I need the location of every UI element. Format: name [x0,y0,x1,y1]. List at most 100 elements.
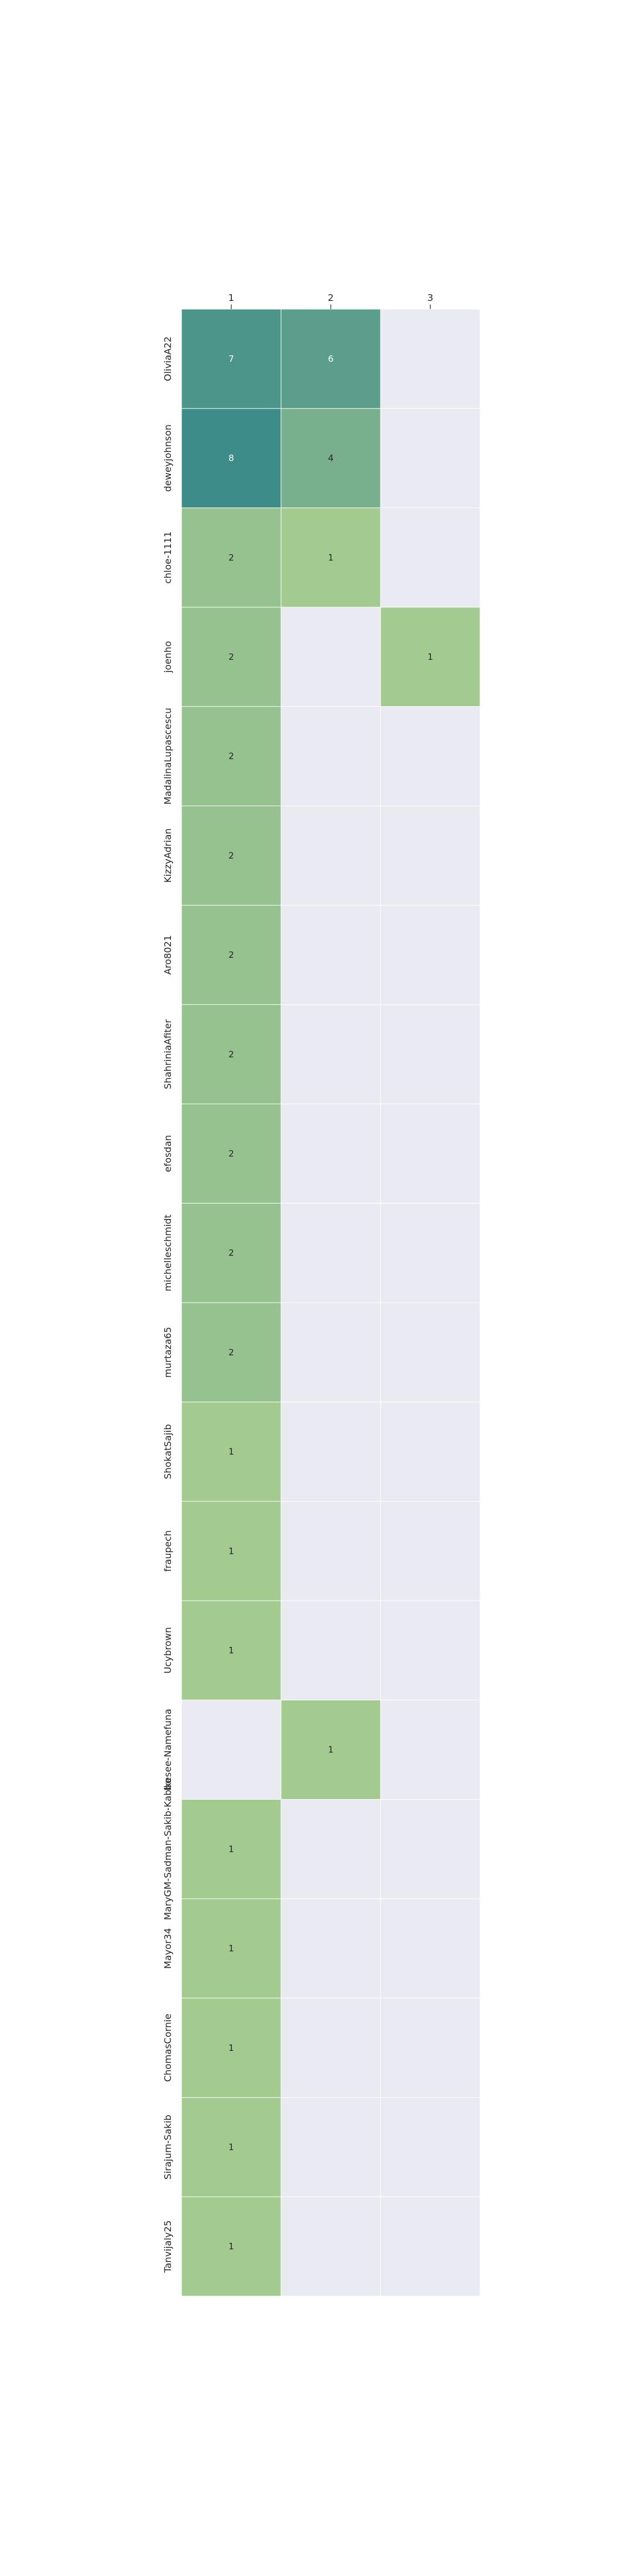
heatmap-cell-empty [381,1501,480,1601]
cell-value-label: 1 [228,1447,234,1457]
heatmap-cell [181,2097,281,2197]
cell-value-label: 1 [228,1943,234,1954]
y-tick-label: deweyjohnson [162,424,173,492]
heatmap-cell-empty [281,1104,381,1204]
y-tick-label: ChomasCornie [162,2013,173,2082]
cell-value-label: 2 [228,1049,234,1060]
cell-value-label: 1 [328,552,334,563]
heatmap-cell-empty [281,607,381,707]
cell-value-label: 8 [228,453,234,464]
heatmap-cell-empty [381,1899,480,1998]
heatmap-cell [181,1799,281,1899]
heatmap-cell [181,309,281,409]
cell-value-label: 2 [228,850,234,861]
heatmap-cell [181,2197,281,2296]
cell-value-label: 4 [328,453,334,464]
x-tick-label: 3 [427,292,433,303]
heatmap-cell-empty [281,1203,381,1303]
cell-value-label: 1 [228,1645,234,1656]
y-tick-label: ShokatSajib [162,1424,173,1479]
heatmap-cell-empty [281,1998,381,2098]
y-tick-label: ShahriniaAfiter [162,1019,173,1090]
heatmap-cell [181,1303,281,1402]
heatmap-cell [181,706,281,806]
heatmap-cell-empty [381,1303,480,1402]
heatmap-cell-empty [381,508,480,608]
heatmap-cell-empty [281,905,381,1005]
heatmap-cell-empty [381,706,480,806]
heatmap-cell-empty [281,1501,381,1601]
y-tick-label: fraupech [162,1530,173,1572]
heatmap-cell [181,1402,281,1502]
heatmap-cell-empty [181,1700,281,1800]
cell-value-label: 2 [228,1347,234,1358]
heatmap-cell [181,1004,281,1104]
x-tick-label: 2 [328,292,334,303]
heatmap-cell-empty [281,2097,381,2197]
cell-value-label: 2 [228,950,234,960]
heatmap-cell-empty [281,1799,381,1899]
heatmap-cell-empty [381,2197,480,2296]
heatmap-cell-empty [381,1799,480,1899]
cell-value-label: 2 [228,751,234,762]
heatmap-cell-empty [381,408,480,508]
y-tick-label: murtaza65 [162,1327,173,1378]
heatmap-cell [181,1501,281,1601]
heatmap-cell-empty [381,1998,480,2098]
heatmap-cell [181,905,281,1005]
heatmap-cell-empty [381,309,480,409]
y-tick-label: MaryGM-Sadman-Sakib-Kabbo [162,1778,173,1920]
y-tick-label: chloe-1111 [162,531,173,584]
heatmap-cell-empty [381,1104,480,1204]
cell-value-label: 1 [427,652,433,662]
cell-value-label: 2 [228,652,234,662]
heatmap-cell [281,1700,381,1800]
heatmap-cell [281,508,381,608]
heatmap-cell-empty [381,905,480,1005]
y-tick-label: Ikesee-Namefuna [162,1709,173,1791]
cell-value-label: 7 [228,354,234,364]
y-tick-label: efosdan [162,1135,173,1173]
heatmap-cell [181,508,281,608]
y-tick-label: Mayor34 [162,1928,173,1969]
heatmap-cell [181,806,281,906]
heatmap-cell-empty [281,2197,381,2296]
heatmap-cell-empty [381,1004,480,1104]
heatmap-cell [181,1203,281,1303]
y-tick-label: Tanvijaly25 [162,2220,173,2273]
heatmap-cell-empty [281,1899,381,1998]
heatmap-cell [381,607,480,707]
heatmap-cell [181,1899,281,1998]
x-tick-label: 1 [228,292,234,303]
heatmap-cell [181,1104,281,1204]
y-tick-label: MadalinaLupascescu [162,708,173,804]
y-tick-label: Sirajum-Sakib [162,2115,173,2180]
y-tick-label: Ucybrown [162,1627,173,1673]
y-tick-label: OliviaA22 [162,337,173,382]
cell-value-label: 2 [228,1248,234,1258]
heatmap-cell [281,309,381,409]
heatmap-cell-empty [381,1601,480,1700]
heatmap-cell-empty [281,1004,381,1104]
heatmap-cell-empty [281,1303,381,1402]
heatmap-cell-empty [281,806,381,906]
heatmap-cell [181,408,281,508]
heatmap-cell-empty [381,1203,480,1303]
cell-value-label: 1 [228,2241,234,2252]
heatmap-cell-empty [281,706,381,806]
cell-value-label: 2 [228,1148,234,1159]
heatmap-cell [181,607,281,707]
heatmap-cell [181,1601,281,1700]
heatmap-cell [181,1998,281,2098]
heatmap-cell-empty [381,2097,480,2197]
heatmap-cell-empty [281,1402,381,1502]
heatmap-cell-empty [281,1601,381,1700]
cell-value-label: 1 [228,1546,234,1556]
cell-value-label: 1 [228,2043,234,2053]
cell-value-label: 6 [328,354,334,364]
y-tick-label: KizzyAdrian [162,828,173,883]
cell-value-label: 2 [228,552,234,563]
heatmap-cell-empty [381,1700,480,1800]
cell-value-label: 1 [228,2142,234,2152]
